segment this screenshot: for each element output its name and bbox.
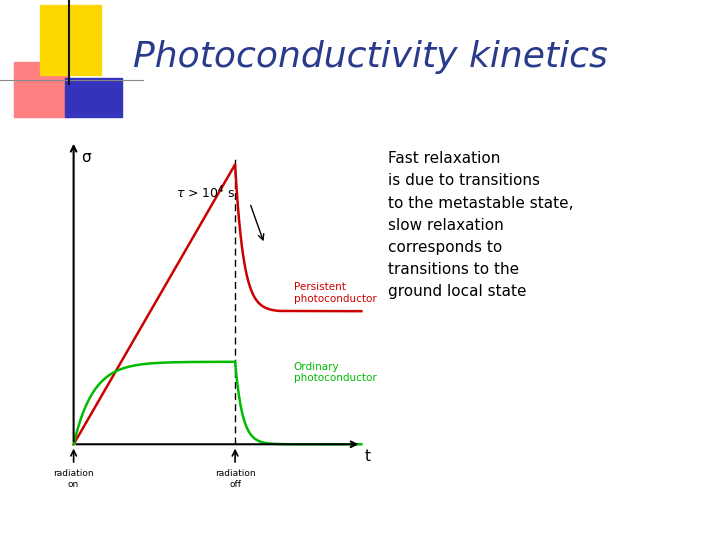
Text: Fast relaxation
is due to transitions
to the metastable state,
slow relaxation
c: Fast relaxation is due to transitions to…: [388, 151, 574, 299]
Bar: [65, 78, 122, 117]
Bar: [14, 62, 69, 117]
Text: Photoconductivity kinetics: Photoconductivity kinetics: [133, 40, 608, 75]
Text: Ordinary
photoconductor: Ordinary photoconductor: [294, 362, 377, 383]
Bar: [40, 5, 101, 75]
Text: t: t: [364, 449, 370, 464]
Text: σ: σ: [81, 150, 91, 165]
Text: radiation
on: radiation on: [53, 469, 94, 489]
Text: Persistent
photoconductor: Persistent photoconductor: [294, 282, 377, 304]
Text: $\tau$ > 10$^4$ s: $\tau$ > 10$^4$ s: [176, 185, 236, 201]
Text: radiation
off: radiation off: [215, 469, 256, 489]
